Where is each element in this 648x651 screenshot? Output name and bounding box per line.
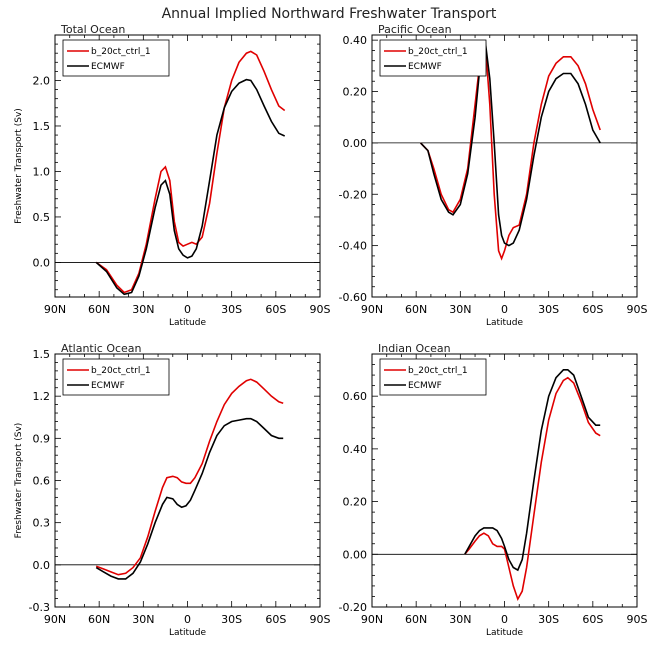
legend-box [379,358,487,396]
x-tick-label-0: 0 [501,613,508,626]
y-tick-label: -0.60 [339,291,367,304]
x-tick-label-30s: 30S [221,303,242,316]
series-line-ecmwf [464,368,601,572]
panel-title: Atlantic Ocean [61,342,142,355]
legend-label-b-20ct-ctrl-1: b_20ct_ctrl_1 [91,366,151,376]
series-line-b-20ct-ctrl-1 [95,378,284,576]
x-tick-label-90s: 90S [627,613,648,626]
x-tick-label-90s: 90S [310,613,331,626]
x-tick-label-30n: 30N [449,613,471,626]
panel-3: 90N 60N 30N 0 30S 60S 90S -0.3 0.0 0.3 0.6 0.9 1.2 1.… [14,342,331,638]
y-tick-label: -0.40 [339,240,367,253]
y-tick-label: 0.60 [343,390,368,403]
series-line-ecmwf [95,417,284,580]
legend-box [62,358,170,396]
y-tick-label: 2.0 [33,74,51,87]
x-tick-label-90s: 90S [627,303,648,316]
x-tick-label-60n: 60N [88,613,110,626]
y-tick-label: 1.0 [33,165,51,178]
y-tick-label: 1.2 [33,390,51,403]
y-tick-label: 0.40 [343,443,368,456]
x-tick-label-60n: 60N [405,303,427,316]
y-tick-label: 0.9 [33,432,51,445]
x-axis-label: Latitude [169,318,207,328]
legend: b_20ct_ctrl_1 ECMWF [379,39,487,77]
x-tick-label-90n: 90N [44,303,66,316]
x-tick-label-30s: 30S [538,613,559,626]
legend-label-ecmwf: ECMWF [408,381,442,391]
x-tick-label-90s: 90S [310,303,331,316]
x-tick-label-60n: 60N [405,613,427,626]
panel-title: Total Ocean [60,23,125,36]
x-tick-label-60s: 60S [265,613,286,626]
legend-label-b-20ct-ctrl-1: b_20ct_ctrl_1 [408,366,468,376]
x-tick-label-90n: 90N [361,613,383,626]
y-tick-label: 0.40 [343,34,368,47]
x-tick-label-30n: 30N [449,303,471,316]
y-tick-label: 0.3 [33,517,51,530]
x-tick-label-60n: 60N [88,303,110,316]
legend: b_20ct_ctrl_1 ECMWF [379,358,487,396]
y-axis-label: Freshwater Transport (Sv) [14,108,24,224]
x-tick-label-30n: 30N [132,613,154,626]
series-line-ecmwf [420,40,601,247]
x-tick-label-0: 0 [184,303,191,316]
legend-label-b-20ct-ctrl-1: b_20ct_ctrl_1 [408,47,468,57]
series-line-b-20ct-ctrl-1 [95,50,286,294]
x-tick-label-30s: 30S [538,303,559,316]
y-tick-label: -0.20 [339,188,367,201]
x-tick-label-90n: 90N [361,303,383,316]
x-tick-label-0: 0 [184,613,191,626]
y-tick-label: 0.00 [343,137,368,150]
legend-box [379,39,487,77]
x-tick-label-60s: 60S [582,303,603,316]
series-line-b-20ct-ctrl-1 [420,41,601,261]
x-axis-label: Latitude [486,318,524,328]
y-tick-label: 1.5 [33,348,51,361]
figure-title: Annual Implied Northward Freshwater Tran… [162,6,497,22]
legend-label-ecmwf: ECMWF [91,62,125,72]
panel-4: 90N 60N 30N 0 30S 60S 90S -0.20 0.00 0.20 0.40 0.60… [339,342,648,638]
y-tick-label: 0.0 [33,256,51,269]
x-tick-label-30n: 30N [132,303,154,316]
panel-title: Pacific Ocean [378,23,452,36]
panel-2: 90N 60N 30N 0 30S 60S 90S -0.60 -0.40 -0.20 0.00 0.… [339,23,648,328]
y-tick-label: 0.00 [343,548,368,561]
y-tick-label: -0.20 [339,601,367,614]
panel-title: Indian Ocean [378,342,451,355]
legend: b_20ct_ctrl_1 ECMWF [62,39,170,77]
panels: 90N 60N 30N 0 30S 60S 90S 0.0 0.5 1.0 1.5 2.0 Total … [14,23,648,638]
series-line-b-20ct-ctrl-1 [464,376,601,602]
y-tick-label: 0.0 [33,559,51,572]
legend-label-b-20ct-ctrl-1: b_20ct_ctrl_1 [91,47,151,57]
y-tick-label: 0.20 [343,86,368,99]
legend-label-ecmwf: ECMWF [91,381,125,391]
x-tick-label-60s: 60S [265,303,286,316]
legend-label-ecmwf: ECMWF [408,62,442,72]
x-axis-label: Latitude [169,628,207,638]
y-tick-label: -0.3 [29,601,50,614]
y-tick-label: 1.5 [33,120,51,133]
x-tick-label-60s: 60S [582,613,603,626]
x-tick-label-0: 0 [501,303,508,316]
y-tick-label: 0.5 [33,211,51,224]
x-axis-label: Latitude [486,628,524,638]
panel-1: 90N 60N 30N 0 30S 60S 90S 0.0 0.5 1.0 1.5 2.0 Total … [14,23,331,328]
y-axis-label: Freshwater Transport (Sv) [14,423,24,539]
x-tick-label-30s: 30S [221,613,242,626]
x-tick-label-90n: 90N [44,613,66,626]
y-tick-label: 0.20 [343,496,368,509]
series-line-ecmwf [95,78,286,296]
y-tick-label: 0.6 [33,475,51,488]
legend-box [62,39,170,77]
legend: b_20ct_ctrl_1 ECMWF [62,358,170,396]
